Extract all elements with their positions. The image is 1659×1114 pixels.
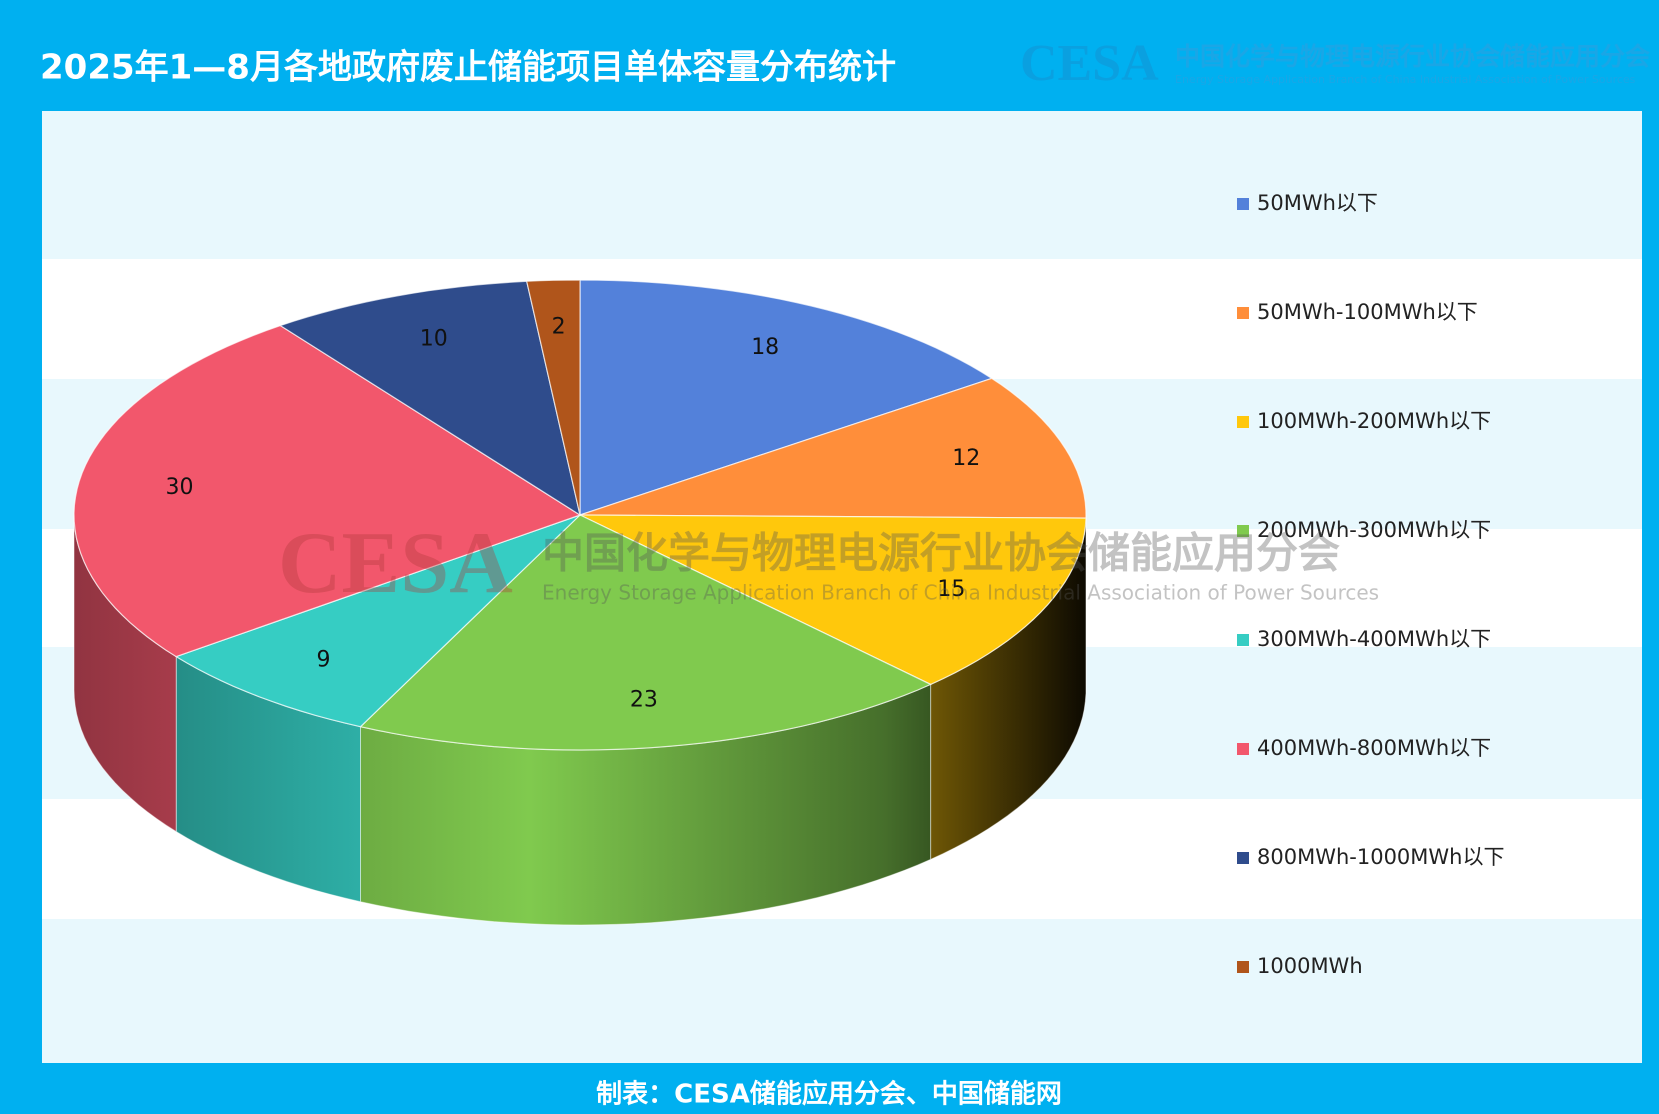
logo: CESA — [1020, 35, 1159, 92]
legend-swatch — [1237, 307, 1249, 319]
chart-title: 2025年1—8月各地政府废止储能项目单体容量分布统计 — [40, 48, 896, 88]
data-label: 9 — [316, 647, 330, 672]
watermark-name-en: Energy Storage Application Branch of Chi… — [542, 581, 1379, 605]
pie-slice — [525, 279, 581, 516]
legend-swatch — [1237, 416, 1249, 428]
pie-slice — [579, 377, 1087, 519]
pie-slice — [279, 280, 581, 517]
watermark-name: 中国化学与物理电源行业协会储能应用分会 — [542, 529, 1340, 578]
legend-label: 800MWh-1000MWh以下 — [1257, 845, 1505, 869]
legend-label: 1000MWh — [1257, 954, 1363, 978]
data-label: 18 — [751, 335, 779, 360]
logo-name-en: Energy Storage Application Branch of Chi… — [1175, 73, 1636, 86]
data-label: 12 — [952, 446, 980, 471]
legend: 50MWh以下 50MWh-100MWh以下 100MWh-200MWh以下 200M… — [1237, 191, 1505, 978]
pie-slice — [579, 514, 1087, 686]
data-label: 2 — [552, 314, 566, 339]
pie-slice — [73, 324, 582, 658]
legend-label: 200MWh-300MWh以下 — [1257, 518, 1491, 542]
pie-slice — [579, 279, 994, 516]
data-label: 30 — [165, 475, 193, 500]
data-label: 10 — [420, 327, 448, 352]
legend-label: 50MWh以下 — [1257, 191, 1378, 215]
legend-label: 100MWh-200MWh以下 — [1257, 409, 1491, 433]
watermark-logo: CESA — [278, 515, 513, 612]
pie: 18 12 15 23 9 30 10 2 — [73, 279, 1087, 926]
legend-swatch — [1237, 743, 1249, 755]
legend-swatch — [1237, 634, 1249, 646]
pie-slice — [174, 514, 581, 728]
watermark: CESA 中国化学与物理电源行业协会储能应用分会 Energy Storage … — [278, 515, 1379, 612]
legend-swatch — [1237, 198, 1249, 210]
legend-label: 50MWh-100MWh以下 — [1257, 300, 1478, 324]
pie-slice — [359, 514, 933, 751]
data-label: 23 — [630, 688, 658, 713]
legend-swatch — [1237, 852, 1249, 864]
data-label: 15 — [937, 577, 965, 602]
legend-swatch — [1237, 961, 1249, 973]
logo-name: 中国化学与物理电源行业协会储能应用分会 — [1175, 42, 1650, 71]
legend-label: 400MWh-800MWh以下 — [1257, 736, 1491, 760]
footer: 制表：CESA储能应用分会、中国储能网 — [596, 1079, 1062, 1110]
legend-swatch — [1237, 525, 1249, 537]
legend-label: 300MWh-400MWh以下 — [1257, 627, 1491, 651]
